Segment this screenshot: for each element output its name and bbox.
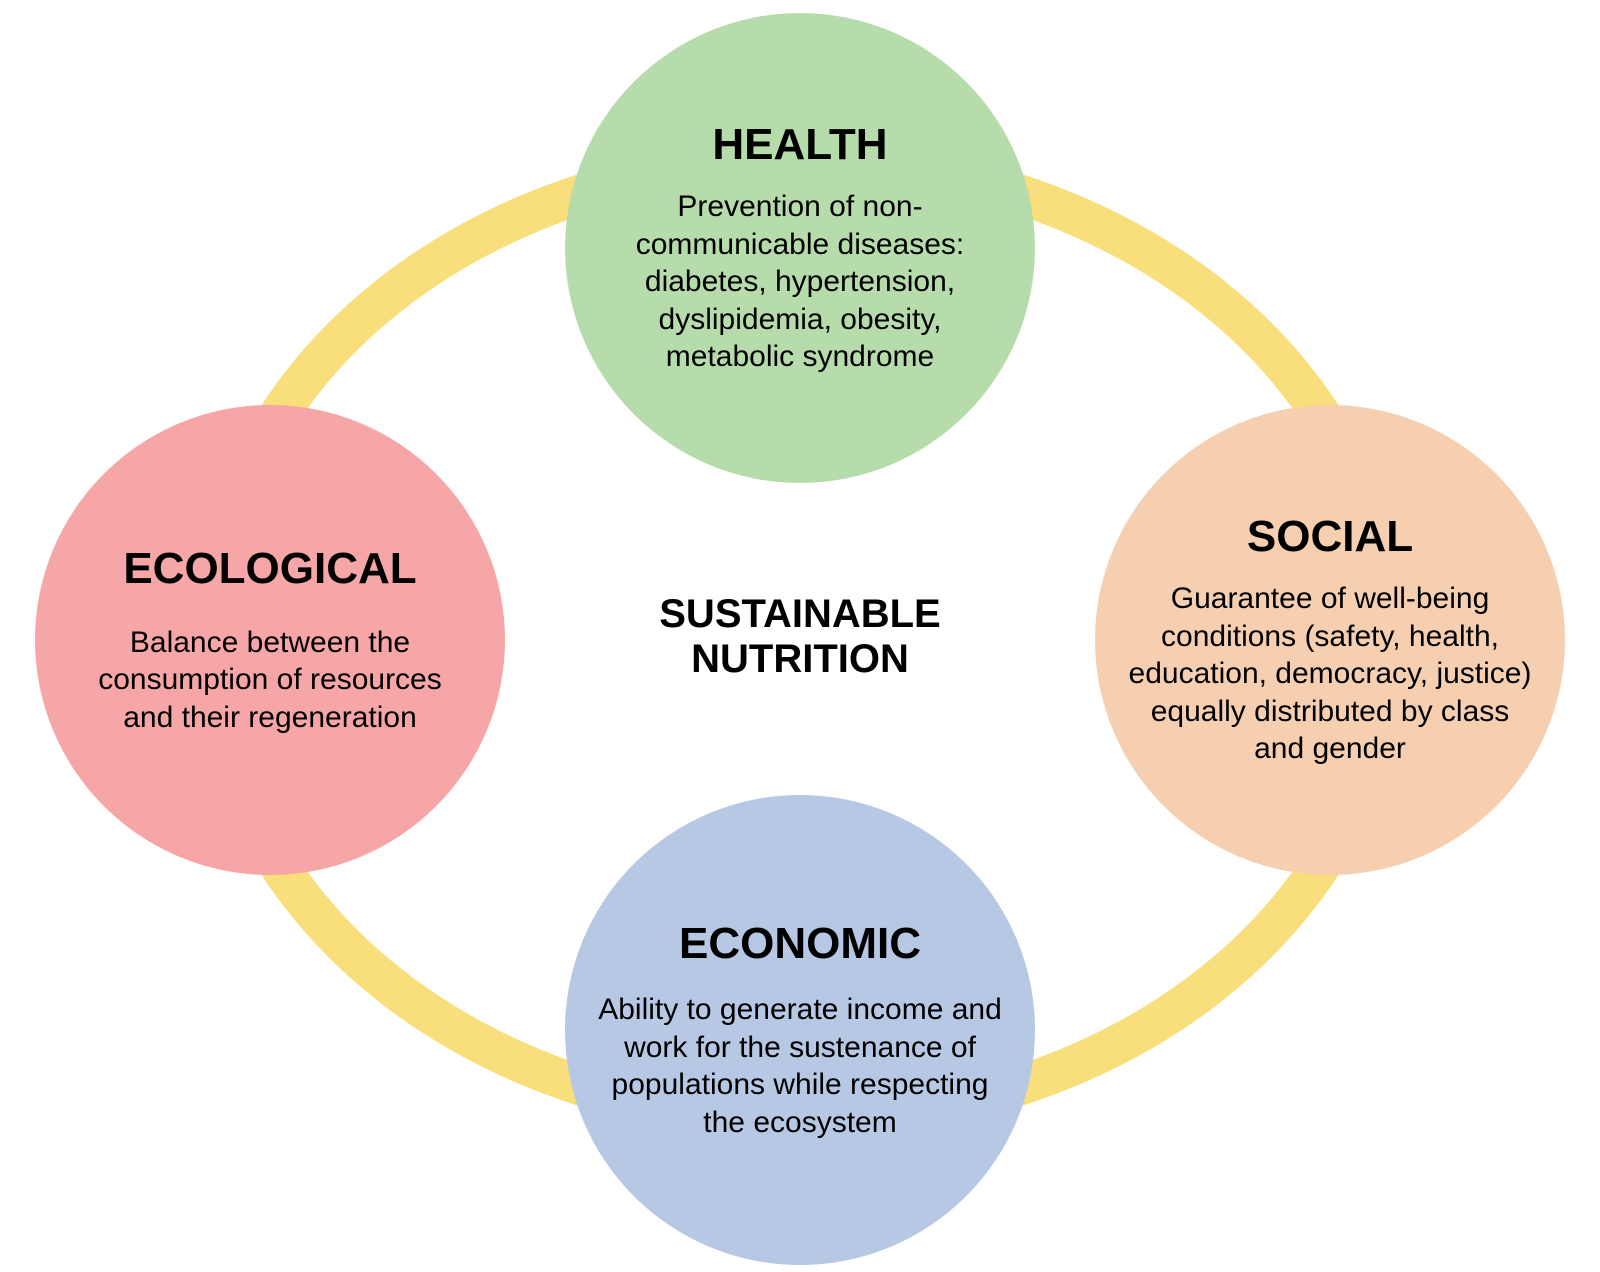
node-social-desc: Guarantee of well-being conditions (safe… [1127,580,1533,768]
node-health: HEALTH Prevention of non-communicable dis… [565,13,1035,483]
node-health-title: HEALTH [712,120,887,170]
node-ecological: ECOLOGICAL Balance between the consumptio… [35,405,505,875]
node-economic-desc: Ability to generate income and work for … [595,991,1005,1141]
node-ecological-title: ECOLOGICAL [123,544,416,594]
center-title: SUSTAINABLE NUTRITION [600,592,1000,682]
node-ecological-desc: Balance between the consumption of resou… [75,624,465,737]
node-health-desc: Prevention of non-communicable diseases:… [603,188,997,376]
node-economic: ECONOMIC Ability to generate income and w… [565,795,1035,1265]
node-social-title: SOCIAL [1247,512,1413,562]
node-economic-title: ECONOMIC [679,919,921,969]
diagram-stage: SUSTAINABLE NUTRITION HEALTH Prevention o… [0,0,1600,1272]
node-social: SOCIAL Guarantee of well-being conditions… [1095,405,1565,875]
